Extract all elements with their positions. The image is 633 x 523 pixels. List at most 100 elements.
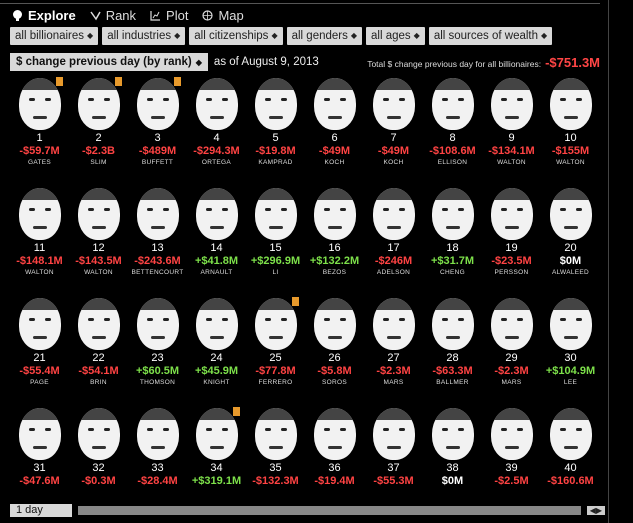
rank-number: 37 <box>387 462 400 474</box>
billionaire-card[interactable]: 7 -$49M KOCH <box>364 75 423 185</box>
rank-number: 17 <box>387 242 400 254</box>
portrait-eye <box>280 318 287 321</box>
billionaire-name: BETTENCOURT <box>131 269 184 276</box>
change-value: -$132.3M <box>252 475 299 487</box>
billionaire-name: PAGE <box>30 379 49 386</box>
billionaire-card[interactable]: 6 -$49M KOCH <box>305 75 364 185</box>
chevron-down-icon: ◆ <box>174 31 181 40</box>
billionaire-card[interactable]: 20 $0M ALWALEED <box>541 185 600 295</box>
portrait-eye <box>559 98 566 101</box>
news-badge-icon[interactable] <box>233 407 240 416</box>
rank-number: 13 <box>151 242 164 254</box>
portrait-illustration <box>372 78 415 130</box>
billionaire-card[interactable]: 12 -$143.5M WALTON <box>69 185 128 295</box>
portrait-eye <box>457 428 464 431</box>
news-badge-icon[interactable] <box>292 297 299 306</box>
filter-industries[interactable]: all industries ◆ <box>102 27 186 45</box>
change-value: -$160.6M <box>547 475 594 487</box>
billionaire-card[interactable]: 29 -$2.3M MARS <box>482 295 541 405</box>
filter-sources-of-wealth[interactable]: all sources of wealth ◆ <box>428 27 553 45</box>
billionaire-card[interactable]: 39 -$2.5M <box>482 405 541 515</box>
news-badge-icon[interactable] <box>56 77 63 86</box>
billionaire-card[interactable]: 25 -$77.8M FERRERO <box>246 295 305 405</box>
billionaire-card[interactable]: 37 -$55.3M <box>364 405 423 515</box>
billionaire-card[interactable]: 27 -$2.3M MARS <box>364 295 423 405</box>
billionaire-card[interactable]: 10 -$155M WALTON <box>541 75 600 185</box>
billionaire-card[interactable]: 40 -$160.6M <box>541 405 600 515</box>
billionaire-card[interactable]: 18 +$31.7M CHENG <box>423 185 482 295</box>
portrait-illustration <box>490 78 533 130</box>
change-value: -$134.1M <box>488 145 535 157</box>
billionaire-card[interactable]: 3 -$489M BUFFETT <box>128 75 187 185</box>
portrait-hair <box>372 188 415 200</box>
billionaire-card[interactable]: 22 -$54.1M BRIN <box>69 295 128 405</box>
billionaire-card[interactable]: 2 -$2.3B SLIM <box>69 75 128 185</box>
billionaire-card[interactable]: 21 -$55.4M PAGE <box>10 295 69 405</box>
timeline-scrollbar[interactable] <box>78 506 581 515</box>
billionaire-name: SOROS <box>322 379 347 386</box>
billionaire-card[interactable]: 24 +$45.9M KNIGHT <box>187 295 246 405</box>
billionaire-card[interactable]: 34 +$319.1M <box>187 405 246 515</box>
portrait-hair <box>431 78 474 90</box>
sort-select[interactable]: $ change previous day (by rank) ◆ <box>10 53 208 71</box>
billionaire-card[interactable]: 16 +$132.2M BEZOS <box>305 185 364 295</box>
rank-number: 3 <box>154 132 161 144</box>
billionaire-card[interactable]: 19 -$23.5M PERSSON <box>482 185 541 295</box>
portrait-illustration <box>195 298 238 350</box>
billionaire-name: KAMPRAD <box>258 159 293 166</box>
billionaire-card[interactable]: 11 -$148.1M WALTON <box>10 185 69 295</box>
nav-plot[interactable]: Plot <box>150 8 188 23</box>
change-value: -$2.3B <box>81 145 116 157</box>
period-select[interactable]: 1 day <box>10 504 72 517</box>
portrait-hair <box>18 408 61 420</box>
change-value: -$55.3M <box>373 475 414 487</box>
billionaire-card[interactable]: 4 -$294.3M ORTEGA <box>187 75 246 185</box>
nav-map[interactable]: Map <box>202 8 244 23</box>
filter-ages[interactable]: all ages ◆ <box>366 27 425 45</box>
billionaire-card[interactable]: 30 +$104.9M LEE <box>541 295 600 405</box>
portrait-eye <box>457 208 464 211</box>
portrait-eye <box>221 98 228 101</box>
filter-citizenships[interactable]: all citizenships ◆ <box>189 27 283 45</box>
billionaire-card[interactable]: 26 -$5.8M SOROS <box>305 295 364 405</box>
scroll-arrows-icon[interactable]: ◀▶ <box>586 506 605 515</box>
portrait-mouth <box>268 116 283 119</box>
billionaire-grid: 1 -$59.7M GATES 2 -$2.3B SLIM 3 -$489M BUFFETT 4-… <box>10 75 600 515</box>
sort-bar: $ change previous day (by rank) ◆ as of A… <box>10 53 319 71</box>
billionaire-card[interactable]: 33 -$28.4M <box>128 405 187 515</box>
portrait-mouth <box>445 446 460 449</box>
rank-number: 10 <box>564 132 577 144</box>
billionaire-card[interactable]: 14 +$41.8M ARNAULT <box>187 185 246 295</box>
billionaire-name: BUFFETT <box>141 159 174 166</box>
filter-billionaires[interactable]: all billionaires ◆ <box>10 27 99 45</box>
billionaire-card[interactable]: 13 -$243.6M BETTENCOURT <box>128 185 187 295</box>
billionaire-card[interactable]: 28 -$63.3M BALLMER <box>423 295 482 405</box>
billionaire-card[interactable]: 8 -$108.6M ELLISON <box>423 75 482 185</box>
portrait-mouth <box>445 336 460 339</box>
billionaire-card[interactable]: 1 -$59.7M GATES <box>10 75 69 185</box>
rank-number: 1 <box>36 132 43 144</box>
billionaire-card[interactable]: 31 -$47.6M <box>10 405 69 515</box>
billionaire-card[interactable]: 32 -$0.3M <box>69 405 128 515</box>
portrait-eye <box>146 318 153 321</box>
change-value: -$47.6M <box>19 475 60 487</box>
nav-explore[interactable]: Explore <box>12 8 76 23</box>
billionaire-card[interactable]: 5 -$19.8M KAMPRAD <box>246 75 305 185</box>
change-value: -$108.6M <box>429 145 476 157</box>
news-badge-icon[interactable] <box>174 77 181 86</box>
news-badge-icon[interactable] <box>115 77 122 86</box>
nav-plot-label: Plot <box>166 8 189 23</box>
billionaire-card[interactable]: 38 $0M <box>423 405 482 515</box>
billionaire-name: FERRERO <box>258 379 293 386</box>
rank-number: 4 <box>213 132 220 144</box>
billionaire-card[interactable]: 17 -$246M ADELSON <box>364 185 423 295</box>
portrait-illustration <box>313 78 356 130</box>
billionaire-card[interactable]: 9 -$134.1M WALTON <box>482 75 541 185</box>
billionaire-card[interactable]: 36 -$19.4M <box>305 405 364 515</box>
filter-genders[interactable]: all genders ◆ <box>286 27 363 45</box>
billionaire-card[interactable]: 15 +$296.9M LI <box>246 185 305 295</box>
portrait-eye <box>221 208 228 211</box>
nav-rank[interactable]: Rank <box>90 8 136 23</box>
billionaire-card[interactable]: 35 -$132.3M <box>246 405 305 515</box>
billionaire-card[interactable]: 23 +$60.5M THOMSON <box>128 295 187 405</box>
